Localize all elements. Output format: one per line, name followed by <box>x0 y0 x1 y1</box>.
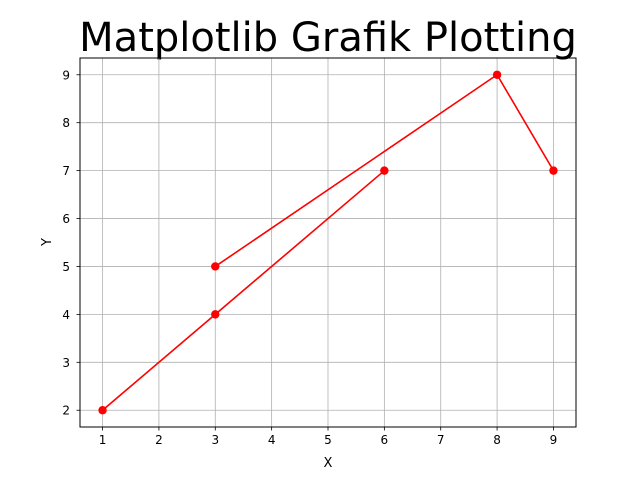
x-tick-label: 2 <box>155 433 163 447</box>
y-tick-label: 5 <box>62 260 70 274</box>
x-tick-label: 3 <box>211 433 219 447</box>
x-tick-label: 1 <box>99 433 107 447</box>
y-tick-label: 3 <box>62 356 70 370</box>
x-tick-label: 5 <box>324 433 332 447</box>
y-tick-label: 9 <box>62 68 70 82</box>
data-point <box>549 166 558 175</box>
grid <box>80 58 576 427</box>
series-1 <box>98 166 389 415</box>
data-point <box>380 166 389 175</box>
x-tick-label: 7 <box>437 433 445 447</box>
y-tick-label: 2 <box>62 404 70 418</box>
y-tick-label: 7 <box>62 164 70 178</box>
series-2 <box>211 70 558 271</box>
x-tick-label: 8 <box>493 433 501 447</box>
plot-area <box>98 70 558 415</box>
x-tick-label: 4 <box>268 433 276 447</box>
x-tick-label: 6 <box>381 433 389 447</box>
y-axis-label: Y <box>40 238 55 247</box>
data-point <box>211 310 220 319</box>
y-tick-label: 8 <box>62 116 70 130</box>
y-tick-label: 4 <box>62 308 70 322</box>
data-point <box>98 406 107 415</box>
axis-ticks: 1 2 3 4 5 6 7 8 9 2 3 4 5 6 7 8 9 <box>62 68 557 447</box>
x-tick-label: 9 <box>550 433 558 447</box>
chart-title: Matplotlib Grafik Plotting <box>79 15 577 61</box>
x-axis-label: X <box>324 456 333 471</box>
data-point <box>492 70 502 79</box>
y-tick-label: 6 <box>62 212 70 226</box>
data-point <box>211 262 220 271</box>
series-line <box>102 170 385 411</box>
